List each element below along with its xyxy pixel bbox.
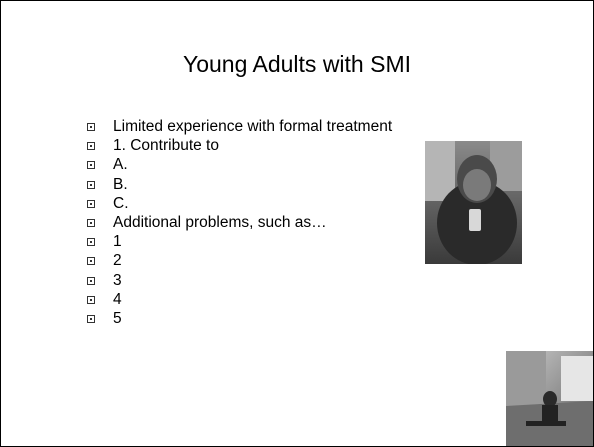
bullet-marker: [87, 238, 95, 246]
bullet-marker: [87, 315, 95, 323]
bullet-marker: [87, 200, 95, 208]
bullet-list: Limited experience with formal treatment…: [87, 117, 392, 328]
bullet-marker: [87, 257, 95, 265]
bullet-marker: [87, 142, 95, 150]
bullet-text: 4: [113, 291, 122, 308]
bullet-item: 1: [87, 232, 392, 251]
bullet-marker: [87, 161, 95, 169]
photo-elderly-woman: [425, 141, 522, 264]
bullet-text: 3: [113, 272, 122, 289]
bullet-item: A.: [87, 155, 392, 174]
bullet-text: Additional problems, such as…: [113, 214, 327, 231]
bullet-item: C.: [87, 194, 392, 213]
bullet-item: Additional problems, such as…: [87, 213, 392, 232]
bullet-item: 1. Contribute to: [87, 136, 392, 155]
bullet-text: 1. Contribute to: [113, 137, 219, 154]
bullet-marker: [87, 219, 95, 227]
bullet-text: B.: [113, 176, 128, 193]
bullet-text: Limited experience with formal treatment: [113, 118, 392, 135]
bullet-text: 2: [113, 252, 122, 269]
slide: Young Adults with SMI Limited experience…: [0, 0, 594, 447]
bullet-item: 3: [87, 271, 392, 290]
photo-sitting-person: [506, 351, 593, 446]
slide-title: Young Adults with SMI: [1, 51, 593, 78]
bullet-text: 5: [113, 310, 122, 327]
bullet-item: Limited experience with formal treatment: [87, 117, 392, 136]
bullet-text: A.: [113, 156, 128, 173]
bullet-item: 5: [87, 309, 392, 328]
bullet-item: B.: [87, 175, 392, 194]
bullet-marker: [87, 181, 95, 189]
bullet-item: 2: [87, 251, 392, 270]
bullet-text: 1: [113, 233, 122, 250]
bullet-item: 4: [87, 290, 392, 309]
bullet-marker: [87, 277, 95, 285]
bullet-text: C.: [113, 195, 129, 212]
bullet-marker: [87, 296, 95, 304]
bullet-marker: [87, 123, 95, 131]
